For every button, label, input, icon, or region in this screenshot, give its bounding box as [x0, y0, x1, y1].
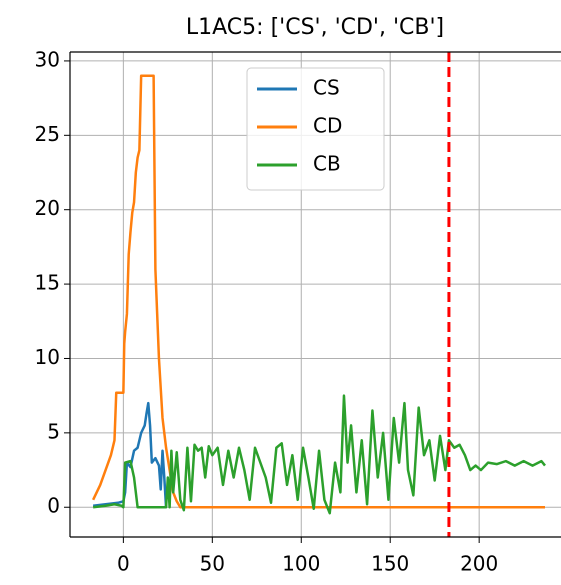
legend-label: CS — [313, 76, 340, 100]
y-tick-label: 30 — [35, 47, 60, 71]
legend-box — [246, 67, 385, 191]
y-tick-label: 0 — [47, 494, 60, 518]
series-line — [91, 74, 545, 509]
y-tick-label: 10 — [35, 345, 60, 369]
chart-title: L1AC5: ['CS', 'CD', 'CB'] — [186, 15, 444, 40]
x-tick-label: 150 — [371, 552, 409, 576]
series-line — [92, 401, 168, 508]
series-line — [92, 394, 546, 515]
x-tick-label: 50 — [200, 552, 225, 576]
x-tick-label: 200 — [460, 552, 498, 576]
x-tick-label: 0 — [117, 552, 130, 576]
plot-area — [70, 52, 561, 537]
legend-label: CD — [313, 114, 342, 138]
x-tick-label: 100 — [282, 552, 320, 576]
y-tick-label: 15 — [35, 271, 60, 295]
y-tick-label: 20 — [35, 196, 60, 220]
y-tick-label: 5 — [47, 419, 60, 443]
legend-label: CB — [313, 152, 341, 176]
y-tick-label: 25 — [35, 122, 60, 146]
